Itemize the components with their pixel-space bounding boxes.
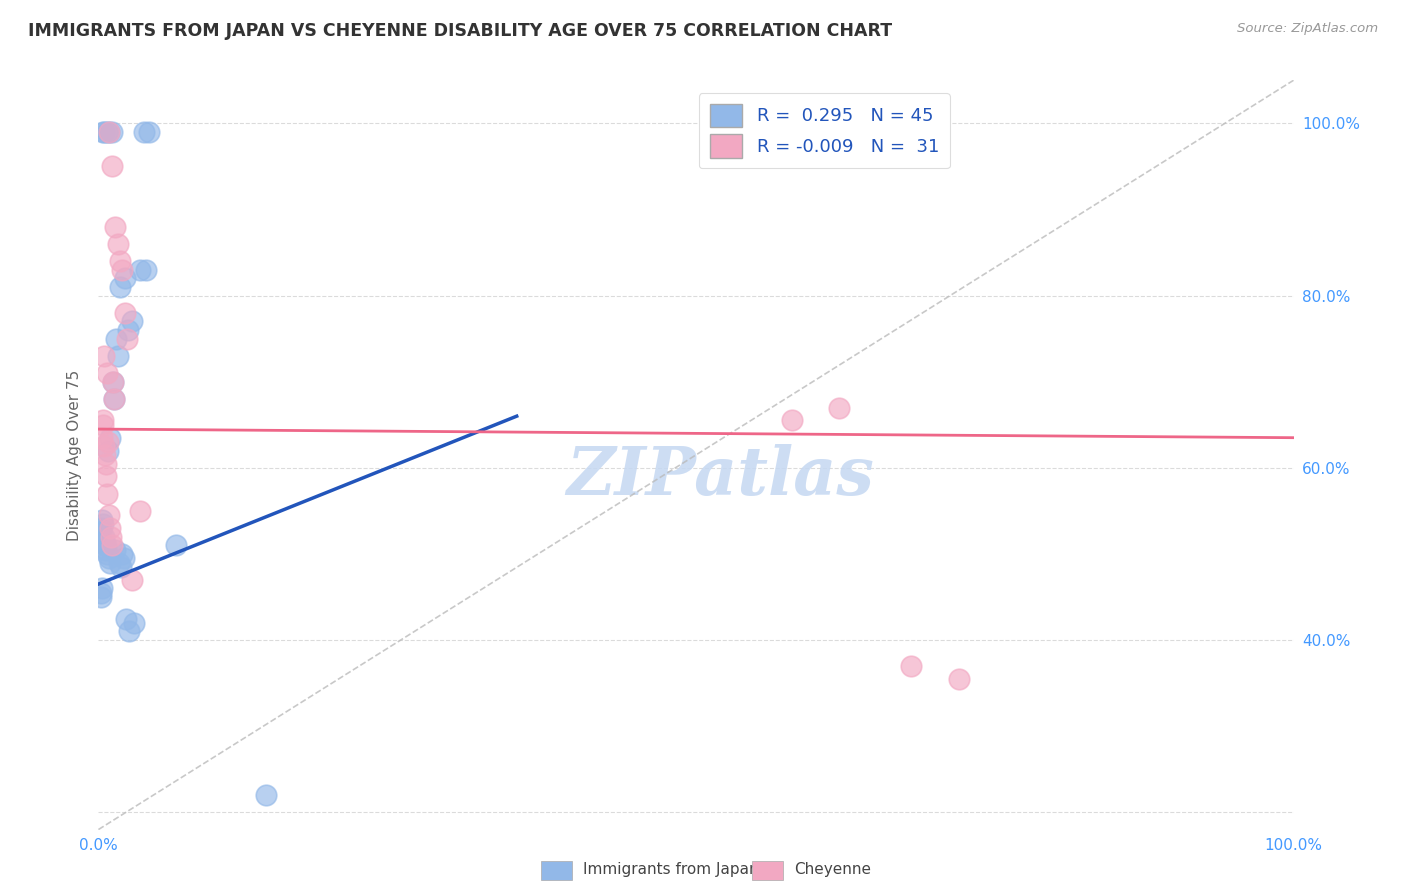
- Point: [98, 431, 122, 445]
- Point: [114, 306, 136, 320]
- Point: [108, 280, 131, 294]
- Text: Source: ZipAtlas.com: Source: ZipAtlas.com: [1237, 22, 1378, 36]
- Text: ZIPatlas: ZIPatlas: [567, 444, 873, 509]
- Point: [135, 262, 157, 277]
- Point: [103, 392, 125, 406]
- Point: [115, 611, 138, 625]
- Point: [90, 521, 112, 535]
- Point: [117, 323, 139, 337]
- Point: [93, 530, 115, 544]
- Point: [94, 542, 117, 557]
- Point: [124, 615, 146, 630]
- Legend: R =  0.295   N = 45, R = -0.009   N =  31: R = 0.295 N = 45, R = -0.009 N = 31: [699, 93, 950, 169]
- Point: [138, 125, 160, 139]
- Point: [121, 314, 143, 328]
- Point: [129, 504, 152, 518]
- Point: [118, 624, 141, 639]
- Point: [94, 448, 117, 462]
- Point: [96, 366, 118, 380]
- Point: [91, 417, 114, 432]
- Point: [121, 573, 143, 587]
- Point: [90, 590, 112, 604]
- Point: [103, 392, 125, 406]
- Point: [111, 262, 134, 277]
- Point: [114, 271, 136, 285]
- Text: IMMIGRANTS FROM JAPAN VS CHEYENNE DISABILITY AGE OVER 75 CORRELATION CHART: IMMIGRANTS FROM JAPAN VS CHEYENNE DISABI…: [28, 22, 893, 40]
- Point: [91, 125, 114, 139]
- Point: [107, 349, 129, 363]
- Point: [98, 125, 121, 139]
- Point: [101, 375, 124, 389]
- Point: [129, 262, 152, 277]
- Point: [828, 401, 851, 415]
- Point: [97, 508, 120, 523]
- Point: [780, 413, 803, 427]
- Point: [132, 125, 155, 139]
- Point: [105, 332, 128, 346]
- Point: [948, 672, 970, 686]
- Y-axis label: Disability Age Over 75: Disability Age Over 75: [67, 369, 83, 541]
- Point: [89, 534, 111, 549]
- Point: [100, 125, 122, 139]
- Text: Immigrants from Japan: Immigrants from Japan: [583, 863, 759, 877]
- Point: [115, 332, 138, 346]
- Point: [104, 542, 127, 557]
- Point: [93, 125, 115, 139]
- Point: [97, 443, 120, 458]
- Point: [104, 219, 127, 234]
- Point: [107, 236, 129, 251]
- Point: [112, 551, 135, 566]
- Point: [91, 582, 114, 596]
- Point: [91, 516, 114, 531]
- Point: [98, 556, 121, 570]
- Point: [98, 125, 121, 139]
- Point: [96, 469, 118, 483]
- Text: Cheyenne: Cheyenne: [794, 863, 872, 877]
- Point: [111, 547, 134, 561]
- Point: [93, 349, 115, 363]
- Point: [96, 538, 118, 552]
- Point: [91, 431, 114, 445]
- Point: [96, 125, 118, 139]
- Point: [97, 435, 120, 450]
- Point: [90, 585, 112, 599]
- Point: [94, 538, 117, 552]
- Point: [97, 551, 120, 566]
- Point: [96, 486, 118, 500]
- Point: [90, 525, 112, 540]
- Point: [254, 788, 277, 802]
- Point: [96, 547, 118, 561]
- Point: [108, 254, 131, 268]
- Point: [900, 659, 922, 673]
- Point: [101, 538, 124, 552]
- Point: [100, 530, 122, 544]
- Point: [101, 375, 124, 389]
- Point: [94, 457, 117, 471]
- Point: [165, 538, 187, 552]
- Point: [89, 530, 111, 544]
- Point: [91, 413, 114, 427]
- Point: [110, 560, 132, 574]
- Point: [93, 439, 115, 453]
- Point: [107, 556, 129, 570]
- Point: [100, 160, 122, 174]
- Point: [91, 512, 114, 526]
- Point: [98, 521, 121, 535]
